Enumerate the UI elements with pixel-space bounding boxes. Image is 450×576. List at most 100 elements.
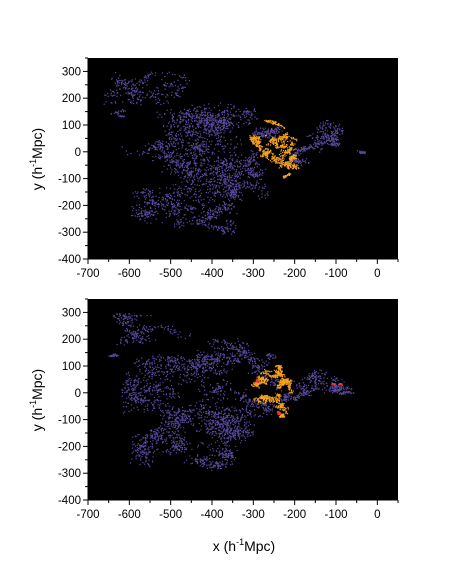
top-point-purple (299, 150, 301, 152)
top-point-purple (227, 170, 229, 172)
top-point-orange (254, 136, 256, 138)
top-point-purple (253, 110, 255, 112)
top-point-purple (178, 210, 180, 212)
top-point-purple (149, 192, 152, 194)
top-point-purple (199, 164, 201, 166)
top-point-purple (341, 133, 343, 135)
bottom-point-purple (255, 366, 258, 368)
top-point-purple (217, 206, 219, 208)
bottom-point-purple (144, 338, 146, 341)
top-point-purple (243, 115, 245, 117)
top-point-purple (216, 132, 218, 134)
top-point-purple (195, 119, 197, 121)
top-point-purple (203, 151, 205, 153)
top-point-purple (232, 231, 234, 233)
bottom-point-purple (126, 340, 128, 342)
bottom-point-purple (136, 326, 138, 328)
top-point-purple (227, 207, 229, 209)
top-point-purple (238, 166, 241, 168)
top-point-purple (178, 209, 180, 211)
top-point-purple (211, 225, 213, 227)
top-point-purple (319, 151, 321, 153)
top-point-purple (272, 130, 274, 132)
bottom-point-purple (280, 390, 282, 392)
top-point-purple (118, 115, 120, 117)
top-point-purple (202, 121, 204, 123)
top-point-orange (292, 143, 294, 145)
top-point-orange (280, 150, 282, 152)
top-point-purple (164, 156, 166, 158)
top-point-purple (180, 219, 182, 221)
top-point-purple (194, 147, 196, 149)
bottom-point-purple (174, 364, 176, 366)
top-point-purple (178, 199, 180, 201)
top-point-purple (224, 164, 227, 166)
bottom-point-purple (268, 362, 270, 364)
top-point-purple (145, 213, 147, 215)
top-point-purple (201, 220, 203, 222)
top-point-orange (255, 144, 257, 146)
top-point-purple (213, 200, 215, 202)
top-point-purple (164, 198, 166, 200)
top-point-purple (251, 184, 253, 186)
top-point-purple (221, 185, 223, 187)
top-point-purple (164, 155, 166, 157)
top-point-purple (230, 155, 232, 157)
bottom-point-purple (274, 355, 277, 357)
top-point-purple (210, 109, 212, 111)
top-point-purple (121, 81, 123, 83)
top-point-purple (193, 177, 195, 179)
top-point-purple (220, 159, 222, 161)
top-point-purple (229, 163, 231, 165)
top-point-purple (209, 185, 212, 187)
top-point-purple (169, 151, 171, 154)
top-point-purple (166, 156, 168, 158)
bottom-point-purple (152, 368, 154, 370)
top-point-orange (263, 154, 265, 156)
bottom-point-purple (224, 343, 226, 345)
top-point-purple (212, 212, 214, 214)
top-point-orange (284, 165, 286, 167)
top-point-purple (183, 177, 185, 180)
bottom-point-purple (192, 373, 194, 375)
top-point-orange (289, 148, 291, 150)
top-point-purple (223, 124, 225, 126)
top-point-purple (205, 130, 207, 132)
bottom-point-purple (175, 366, 177, 368)
top-point-purple (229, 111, 231, 113)
top-point-purple (237, 156, 240, 158)
top-point-purple (127, 83, 129, 85)
top-point-purple (191, 207, 193, 209)
top-point-purple (149, 190, 151, 192)
top-point-purple (243, 159, 245, 161)
top-point-purple (158, 145, 160, 147)
top-point-purple (167, 143, 169, 145)
top-point-orange (264, 151, 266, 153)
top-point-purple (167, 202, 169, 205)
bottom-point-purple (128, 324, 130, 326)
top-point-purple (171, 117, 173, 119)
top-point-purple (170, 124, 172, 126)
top-point-orange (293, 138, 295, 140)
top-point-orange (282, 146, 284, 148)
top-point-purple (253, 109, 255, 111)
top-point-purple (185, 111, 188, 114)
top-point-purple (219, 204, 221, 206)
bottom-point-purple (217, 354, 219, 356)
bottom-point-purple (239, 351, 241, 353)
top-point-purple (224, 203, 226, 205)
top-point-purple (195, 199, 197, 201)
top-point-purple (317, 143, 319, 145)
top-point-purple (203, 183, 206, 185)
top-point-orange (292, 156, 294, 158)
top-point-purple (191, 117, 193, 119)
top-point-purple (186, 188, 188, 190)
bottom-point-purple (252, 366, 254, 368)
top-point-purple (187, 142, 189, 144)
top-point-purple (186, 163, 188, 165)
top-point-purple (120, 94, 122, 96)
top-point-purple (233, 206, 235, 208)
top-point-orange (262, 155, 264, 157)
top-point-purple (169, 112, 172, 114)
top-point-purple (216, 137, 218, 140)
